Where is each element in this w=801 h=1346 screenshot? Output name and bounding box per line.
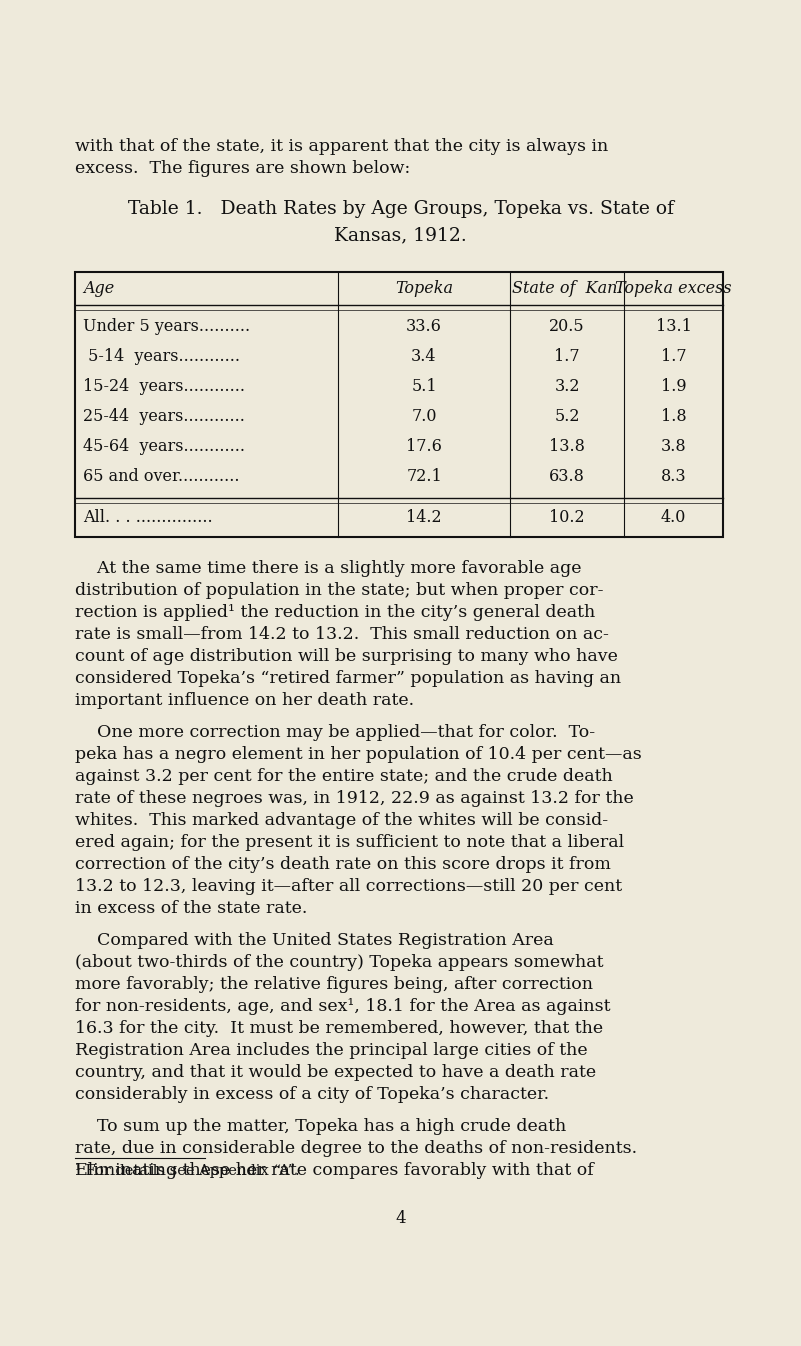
Text: To sum up the matter, Topeka has a high crude death: To sum up the matter, Topeka has a high … (75, 1119, 566, 1135)
Text: 63.8: 63.8 (549, 468, 585, 485)
Text: 1.7: 1.7 (554, 349, 580, 365)
Text: 4: 4 (395, 1210, 406, 1228)
Text: State of  Kan.: State of Kan. (512, 280, 622, 297)
Text: for non-residents, age, and sex¹, 18.1 for the Area as against: for non-residents, age, and sex¹, 18.1 f… (75, 997, 610, 1015)
Text: rection is applied¹ the reduction in the city’s general death: rection is applied¹ the reduction in the… (75, 604, 595, 621)
Text: ered again; for the present it is sufficient to note that a liberal: ered again; for the present it is suffic… (75, 835, 624, 851)
Text: 5.2: 5.2 (554, 408, 580, 425)
Text: 14.2: 14.2 (406, 509, 442, 526)
Text: against 3.2 per cent for the entire state; and the crude death: against 3.2 per cent for the entire stat… (75, 769, 613, 785)
Text: 8.3: 8.3 (661, 468, 686, 485)
Text: correction of the city’s death rate on this score drops it from: correction of the city’s death rate on t… (75, 856, 611, 874)
Text: Under 5 years..........: Under 5 years.......... (83, 318, 250, 335)
Text: 72.1: 72.1 (406, 468, 442, 485)
Text: rate is small—from 14.2 to 13.2.  This small reduction on ac-: rate is small—from 14.2 to 13.2. This sm… (75, 626, 609, 643)
Text: At the same time there is a slightly more favorable age: At the same time there is a slightly mor… (75, 560, 582, 577)
Text: 65 and over............: 65 and over............ (83, 468, 239, 485)
Text: with that of the state, it is apparent that the city is always in: with that of the state, it is apparent t… (75, 139, 608, 155)
Text: 1.7: 1.7 (661, 349, 686, 365)
Text: in excess of the state rate.: in excess of the state rate. (75, 900, 308, 917)
Text: 7.0: 7.0 (411, 408, 437, 425)
Text: whites.  This marked advantage of the whites will be consid-: whites. This marked advantage of the whi… (75, 812, 608, 829)
Text: 15-24  years............: 15-24 years............ (83, 378, 245, 394)
Text: rate, due in considerable degree to the deaths of non-residents.: rate, due in considerable degree to the … (75, 1140, 637, 1158)
Text: excess.  The figures are shown below:: excess. The figures are shown below: (75, 160, 410, 178)
Text: 1.8: 1.8 (661, 408, 686, 425)
Text: 3.2: 3.2 (554, 378, 580, 394)
Text: 17.6: 17.6 (406, 437, 442, 455)
Text: 5.1: 5.1 (411, 378, 437, 394)
Text: ¹ For details see Appendix “A”.: ¹ For details see Appendix “A”. (75, 1163, 300, 1178)
Text: considered Topeka’s “retired farmer” population as having an: considered Topeka’s “retired farmer” pop… (75, 670, 621, 686)
Text: 13.2 to 12.3, leaving it—after all corrections—still 20 per cent: 13.2 to 12.3, leaving it—after all corre… (75, 878, 622, 895)
Text: 33.6: 33.6 (406, 318, 442, 335)
Text: count of age distribution will be surprising to many who have: count of age distribution will be surpri… (75, 647, 618, 665)
Text: country, and that it would be expected to have a death rate: country, and that it would be expected t… (75, 1063, 596, 1081)
Text: 45-64  years............: 45-64 years............ (83, 437, 245, 455)
Text: 16.3 for the city.  It must be remembered, however, that the: 16.3 for the city. It must be remembered… (75, 1020, 603, 1036)
Text: Topeka excess: Topeka excess (615, 280, 732, 297)
Text: 4.0: 4.0 (661, 509, 686, 526)
Text: Kansas, 1912.: Kansas, 1912. (334, 226, 467, 244)
Text: peka has a negro element in her population of 10.4 per cent—as: peka has a negro element in her populati… (75, 746, 642, 763)
Text: 20.5: 20.5 (549, 318, 585, 335)
Text: 13.8: 13.8 (549, 437, 585, 455)
Text: 3.4: 3.4 (411, 349, 437, 365)
Text: Eliminating these her rate compares favorably with that of: Eliminating these her rate compares favo… (75, 1162, 594, 1179)
Text: Registration Area includes the principal large cities of the: Registration Area includes the principal… (75, 1042, 588, 1059)
Text: 5-14  years............: 5-14 years............ (83, 349, 240, 365)
Text: One more correction may be applied—that for color.  To-: One more correction may be applied—that … (75, 724, 595, 742)
Text: 25-44  years............: 25-44 years............ (83, 408, 245, 425)
Text: rate of these negroes was, in 1912, 22.9 as against 13.2 for the: rate of these negroes was, in 1912, 22.9… (75, 790, 634, 808)
Text: 1.9: 1.9 (661, 378, 686, 394)
Text: Table 1.   Death Rates by Age Groups, Topeka vs. State of: Table 1. Death Rates by Age Groups, Tope… (127, 201, 674, 218)
Text: more favorably; the relative figures being, after correction: more favorably; the relative figures bei… (75, 976, 593, 993)
Text: (about two-thirds of the country) Topeka appears somewhat: (about two-thirds of the country) Topeka… (75, 954, 603, 970)
Text: All. . . ...............: All. . . ............... (83, 509, 212, 526)
Text: important influence on her death rate.: important influence on her death rate. (75, 692, 414, 709)
Text: Compared with the United States Registration Area: Compared with the United States Registra… (75, 931, 553, 949)
Text: 3.8: 3.8 (661, 437, 686, 455)
Text: distribution of population in the state; but when proper cor-: distribution of population in the state;… (75, 581, 603, 599)
Text: 10.2: 10.2 (549, 509, 585, 526)
Text: considerably in excess of a city of Topeka’s character.: considerably in excess of a city of Tope… (75, 1086, 549, 1102)
Text: Topeka: Topeka (395, 280, 453, 297)
Text: Age: Age (83, 280, 115, 297)
Text: 13.1: 13.1 (655, 318, 691, 335)
Bar (75, 272, 723, 537)
